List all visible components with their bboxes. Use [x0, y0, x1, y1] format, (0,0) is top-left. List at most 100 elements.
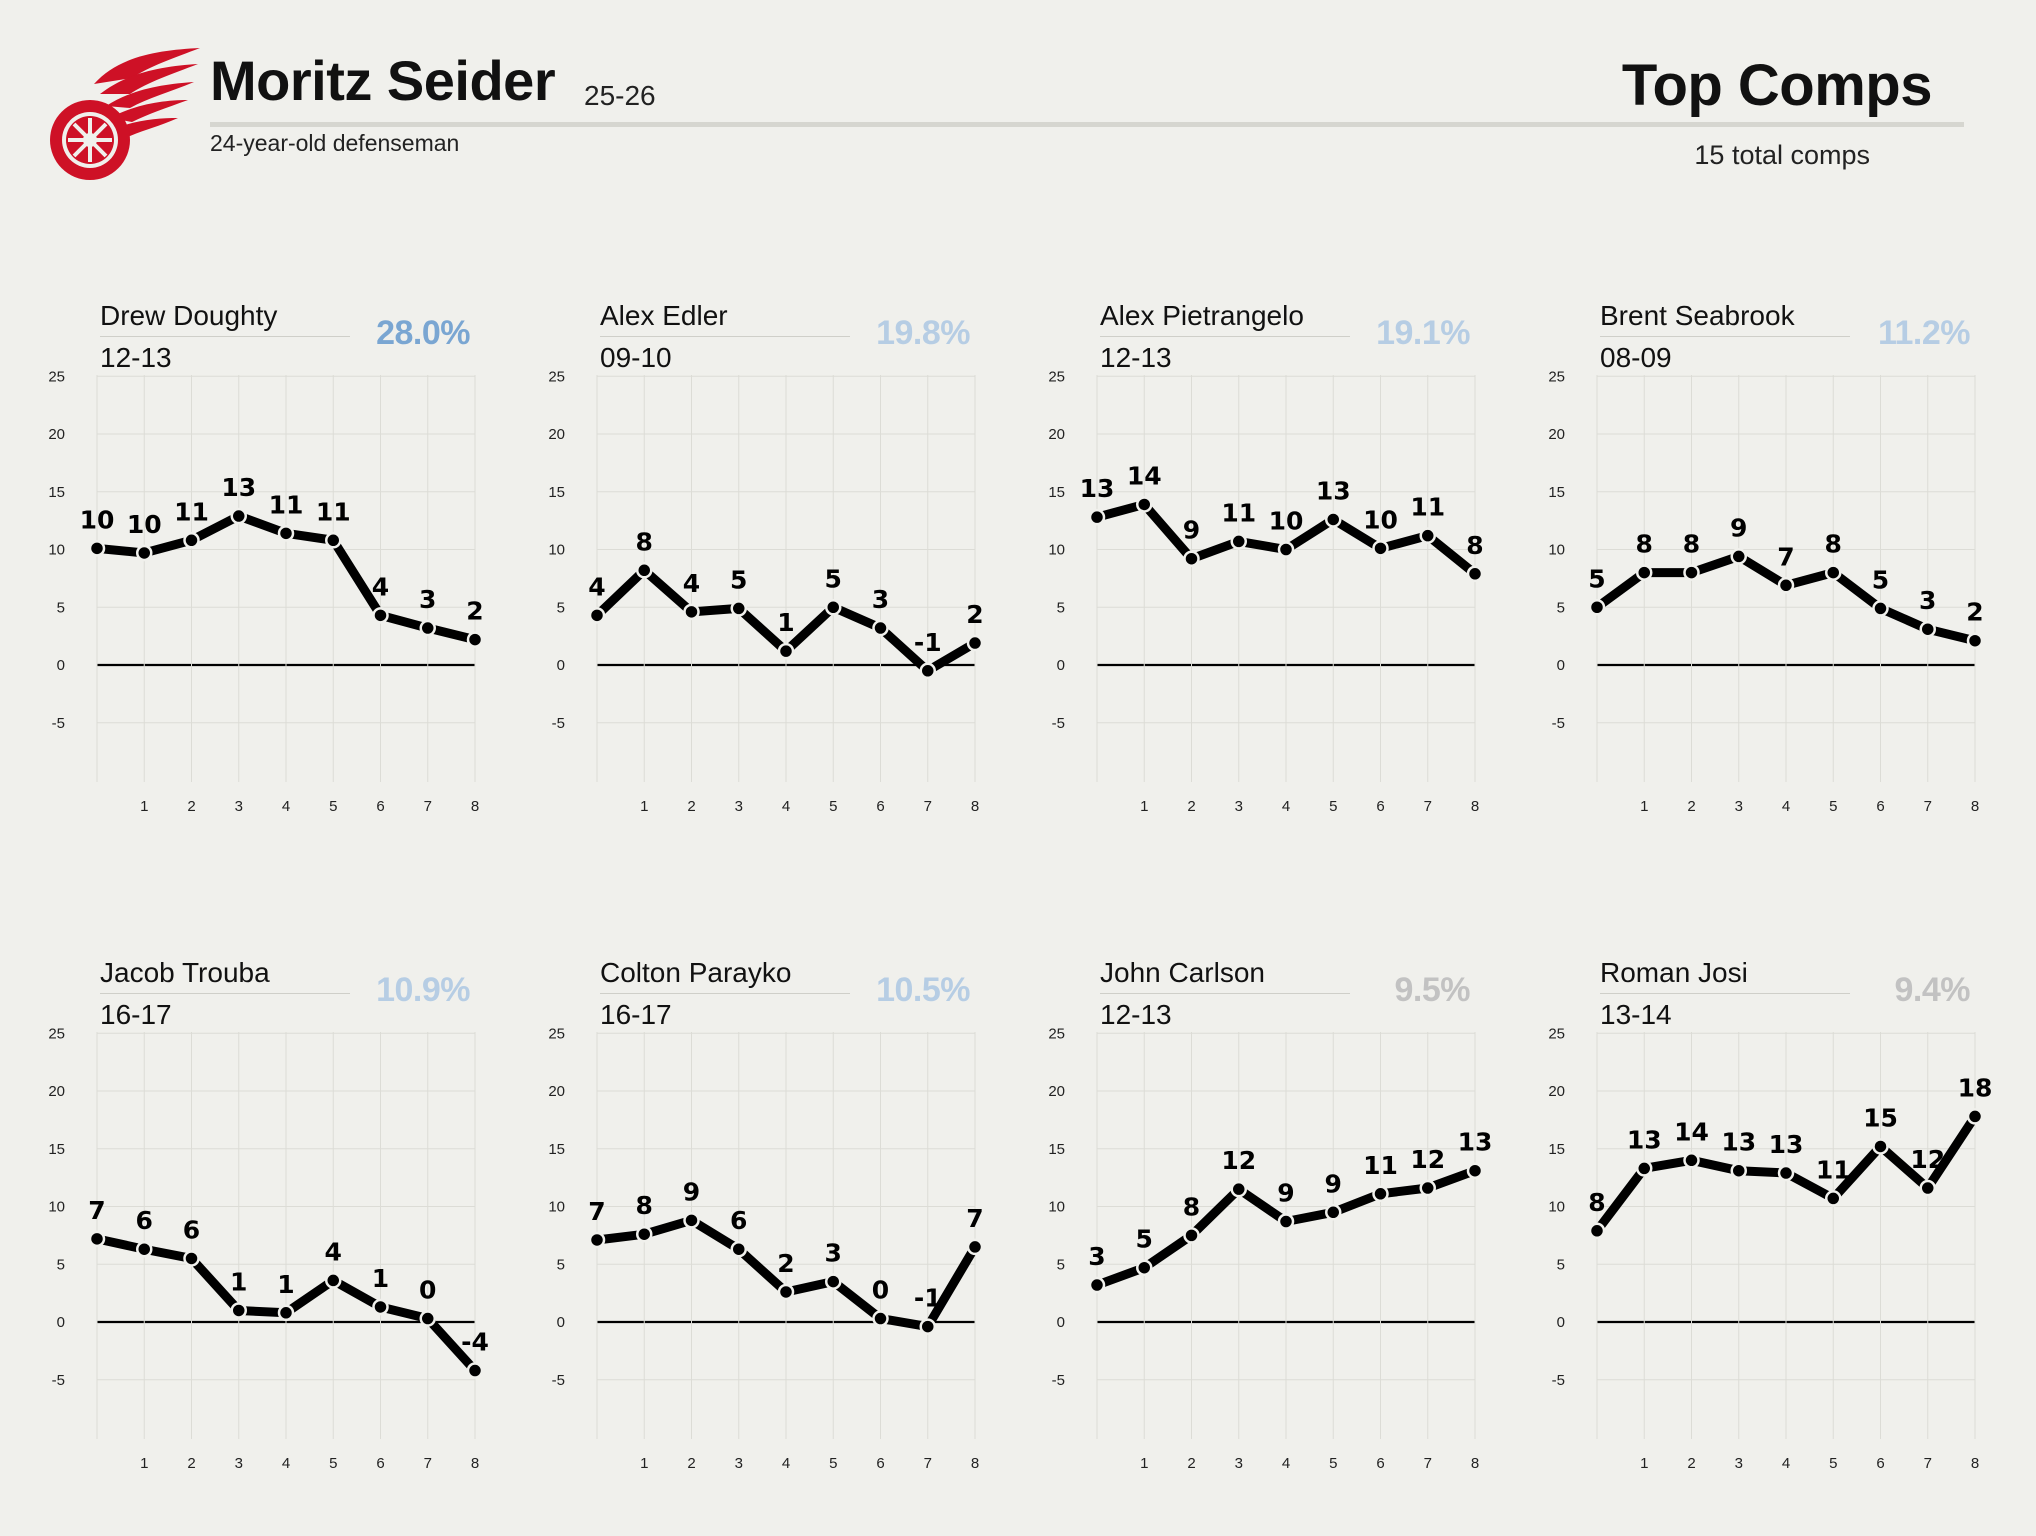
comp-season: 08-09 — [1600, 342, 1672, 373]
data-point — [230, 1302, 247, 1319]
data-point — [277, 525, 295, 542]
y-tick-label: -5 — [52, 1372, 65, 1389]
data-label: 5 — [1872, 565, 1889, 594]
comp-panel: Roman Josi 13-14 9.4% 25 20 15 10 5 0 -5 1 2 3 4 5 6 7 8 8… — [1500, 867, 2000, 1472]
comp-player-name: Jacob Trouba — [100, 957, 270, 988]
data-label: 3 — [1088, 1242, 1105, 1271]
x-tick-label: 2 — [687, 798, 695, 815]
data-label: 10 — [80, 505, 115, 534]
player-description: 24-year-old defenseman — [210, 130, 460, 156]
data-point — [1825, 1190, 1842, 1207]
x-tick-label: 6 — [376, 1455, 384, 1472]
data-label: 13 — [1080, 474, 1115, 503]
data-point — [919, 662, 936, 680]
data-label: 10 — [127, 510, 162, 539]
data-point — [1277, 1213, 1295, 1230]
y-tick-label: 15 — [48, 1141, 65, 1158]
data-label: 2 — [1966, 598, 1983, 627]
data-point — [825, 1273, 842, 1290]
data-label: 11 — [1410, 493, 1445, 522]
y-tick-label: 10 — [548, 542, 565, 559]
y-tick-label: 10 — [48, 1199, 65, 1216]
y-tick-label: 20 — [1548, 426, 1565, 443]
data-point — [136, 544, 153, 562]
data-point — [1136, 496, 1153, 513]
x-tick-label: 1 — [140, 798, 148, 815]
data-point — [88, 540, 106, 557]
x-tick-label: 6 — [876, 1455, 884, 1472]
comp-player-name: Alex Edler — [600, 300, 728, 331]
y-tick-label: 10 — [1048, 542, 1065, 559]
comp-line-chart: 25 20 15 10 5 0 -5 1 2 3 4 5 6 7 8 10 10 11 13 11 11 4 3 2 — [48, 368, 483, 815]
comp-line-chart: 25 20 15 10 5 0 -5 1 2 3 4 5 6 7 8 5 8 8 9 7 8 5 3 2 — [1548, 368, 1983, 815]
data-label: 4 — [325, 1237, 342, 1266]
y-tick-label: -5 — [552, 1372, 565, 1389]
x-tick-label: 3 — [1735, 798, 1743, 815]
comp-name-divider — [600, 336, 850, 337]
data-label: 13 — [1769, 1130, 1804, 1159]
x-tick-label: 2 — [187, 798, 195, 815]
comp-panel: John Carlson 12-13 9.5% 25 20 15 10 5 0 -5 1 2 3 4 5 6 7… — [1000, 867, 1500, 1472]
data-label: 9 — [1325, 1169, 1342, 1198]
data-point — [1966, 1108, 1984, 1125]
comp-player-name: John Carlson — [1100, 957, 1265, 988]
data-label: 8 — [1588, 1188, 1605, 1217]
page-header: Moritz Seider 25-26 24-year-old defensem… — [0, 0, 2036, 200]
data-point — [325, 1272, 342, 1289]
x-tick-label: 4 — [1282, 1455, 1290, 1472]
data-label: 11 — [269, 490, 304, 519]
x-tick-label: 4 — [1782, 798, 1790, 815]
y-tick-label: 20 — [48, 426, 65, 443]
x-tick-label: 6 — [1376, 798, 1384, 815]
x-tick-label: 6 — [376, 798, 384, 815]
data-point — [872, 1310, 889, 1327]
data-label: 1 — [777, 608, 794, 637]
x-tick-label: 1 — [1640, 798, 1648, 815]
data-label: 6 — [730, 1206, 747, 1235]
data-point — [419, 619, 436, 637]
x-tick-label: 2 — [1187, 1455, 1195, 1472]
x-tick-label: 8 — [1471, 1455, 1479, 1472]
x-tick-label: 7 — [1424, 798, 1432, 815]
current-season: 25-26 — [584, 80, 656, 111]
data-point — [1730, 1162, 1747, 1179]
y-tick-label: 5 — [1057, 1256, 1065, 1273]
data-point — [88, 1230, 106, 1248]
data-point — [777, 642, 795, 660]
data-point — [1588, 599, 1606, 616]
x-tick-label: 5 — [829, 1455, 837, 1472]
comp-line-chart: 25 20 15 10 5 0 -5 1 2 3 4 5 6 7 8 7 8 9 6 2 3 0 -1 7 — [548, 1025, 983, 1472]
x-tick-label: 2 — [1687, 798, 1695, 815]
y-tick-label: 0 — [1557, 657, 1565, 674]
data-point — [1466, 565, 1484, 583]
x-tick-label: 4 — [782, 1455, 790, 1472]
data-point — [777, 1283, 795, 1301]
data-label: 11 — [174, 497, 209, 526]
data-label: 10 — [1363, 505, 1398, 534]
data-point — [730, 1240, 747, 1258]
data-label: -1 — [914, 628, 942, 657]
data-label: 8 — [1683, 530, 1700, 559]
data-point — [1372, 1185, 1389, 1203]
y-tick-label: 15 — [1548, 1141, 1565, 1158]
comp-panel: Alex Pietrangelo 12-13 19.1% 25 20 15 10 5 0 -5 1 2… — [1000, 210, 1500, 815]
x-tick-label: 7 — [1424, 1455, 1432, 1472]
data-label: 3 — [419, 585, 436, 614]
data-label: 6 — [183, 1215, 200, 1244]
data-point — [1777, 1164, 1795, 1182]
comp-similarity-percent: 9.5% — [1394, 971, 1471, 1009]
x-tick-label: 2 — [187, 1455, 195, 1472]
y-tick-label: -5 — [1052, 715, 1065, 732]
comp-player-name: Alex Pietrangelo — [1100, 300, 1304, 331]
data-label: 5 — [1136, 1225, 1153, 1254]
data-label: 11 — [1816, 1155, 1851, 1184]
data-label: 1 — [372, 1264, 389, 1293]
comp-player-name: Colton Parayko — [600, 957, 792, 988]
data-point — [183, 532, 200, 549]
comp-panel: Brent Seabrook 08-09 11.2% 25 20 15 10 5 0 -5 1 2 3 4… — [1500, 210, 2000, 815]
data-label: 11 — [316, 497, 351, 526]
x-tick-label: 1 — [640, 798, 648, 815]
data-point — [419, 1310, 436, 1327]
y-tick-label: 20 — [548, 426, 565, 443]
data-point — [372, 607, 389, 624]
